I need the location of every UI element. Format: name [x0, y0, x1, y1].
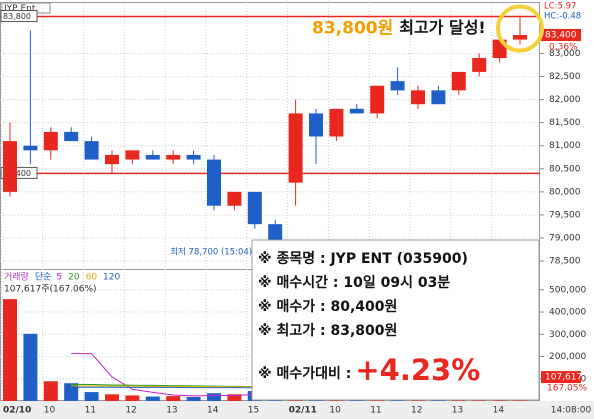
volume-bar [84, 392, 99, 401]
candle-body [207, 159, 221, 206]
last-volume-box [541, 371, 581, 384]
candle-body [431, 90, 446, 105]
candle-body [370, 85, 385, 114]
volume-bar [23, 333, 38, 401]
volume-bar [227, 394, 242, 401]
reference-label: 83,800 [3, 12, 31, 21]
legend-entry: 60 [86, 273, 98, 283]
y-tick-label: 80,500 [549, 164, 581, 174]
candle-body [23, 145, 38, 151]
popup-box [251, 239, 540, 401]
candle-body [227, 191, 242, 206]
x-tick-label: 11 [370, 406, 381, 416]
y-tick-label: 82,000 [549, 95, 581, 105]
highlight-text: 최고가 달성! [399, 18, 485, 37]
popup-line: ※ 매수가 : 80,400원 [258, 299, 397, 315]
candle-body [349, 108, 364, 114]
candle-body [84, 141, 99, 160]
candle-body [329, 108, 344, 137]
candle-body [390, 81, 405, 91]
candle-body [186, 154, 201, 160]
volume-bar [186, 396, 201, 401]
popup-ratio-label: ※ 매수가대비 : [258, 366, 351, 382]
x-tick-label: 12 [125, 406, 136, 416]
y-tick-label: 82,500 [549, 72, 581, 82]
popup-ratio-value: +4.23% [355, 353, 480, 387]
candle-body [64, 131, 79, 142]
y-tick-label: 81,500 [549, 118, 581, 128]
x-tick-label: 12 [411, 406, 422, 416]
volume-bar [207, 393, 221, 401]
candle-body [513, 34, 527, 40]
last-change: 0.36% [549, 42, 578, 52]
ma-label: 단순 [35, 272, 52, 283]
y-tick-label: 200,000 [549, 352, 586, 362]
volume-bar [125, 395, 140, 401]
low-annotation: 최저 78,700 (15:04) [170, 246, 252, 257]
candle-body [268, 224, 283, 243]
y-tick-label: 79,000 [549, 234, 581, 244]
popup-line: ※ 최고가 : 83,800원 [258, 323, 397, 339]
highlight-circle [496, 4, 544, 53]
hc-label: HC:-0.48 [544, 12, 581, 22]
lc-label: LC:5.97 [544, 2, 576, 12]
volume-bar [166, 396, 181, 401]
x-tick-label: 13 [452, 406, 463, 416]
candle-body [247, 191, 262, 225]
x-tick-label: 02/11 [289, 406, 317, 416]
y-tick-label: 78,500 [549, 257, 581, 267]
x-tick-label: 13 [166, 406, 177, 416]
legend-entry: 5 [56, 273, 62, 283]
x-tick-label: 10 [44, 406, 56, 416]
y-tick-label: 79,500 [549, 210, 581, 220]
volume-bar [145, 396, 160, 401]
volume-bar [43, 381, 58, 401]
y-tick-label: 400,000 [549, 308, 586, 318]
volume-title: 거래량 [4, 271, 29, 283]
candle-body [309, 113, 323, 137]
last-price-box [541, 28, 581, 41]
last-price-label: 83,400 [545, 30, 577, 40]
candle-body [411, 90, 425, 105]
y-tick-label: 300,000 [549, 330, 586, 340]
x-tick-label: 11 [85, 406, 96, 416]
x-tick-label: 14 [207, 406, 219, 416]
volume-summary: 107,617주(167.06%) [4, 284, 97, 295]
x-tick-label: 02/10 [3, 406, 31, 416]
y-tick-label: 80,000 [549, 187, 581, 197]
candle-body [145, 154, 160, 160]
y-tick-label: 83,000 [549, 49, 581, 59]
x-axis-strip [0, 401, 594, 419]
candle-body [472, 58, 487, 72]
symbol: JYP Ent. [3, 4, 38, 14]
candle-body [105, 154, 119, 165]
x-tick-label: 15 [248, 406, 259, 416]
popup-line: ※ 매수시간 : 10일 09시 03분 [258, 274, 450, 291]
highlight-price: 83,800원 [312, 19, 393, 39]
volume-bar [3, 299, 17, 401]
candle-body [451, 71, 466, 91]
candle-body [125, 150, 140, 160]
volume-bar [105, 394, 119, 401]
last-volume-label: 107,617 [545, 373, 582, 383]
reference-label-box [0, 166, 38, 179]
candle-body [166, 154, 181, 160]
time-label: 14:08:00 [551, 406, 592, 416]
legend-entry: 120 [103, 273, 120, 283]
last-volume-ratio: 167.05% [547, 384, 587, 394]
x-tick-label: 10 [329, 406, 341, 416]
candle-body [288, 113, 303, 183]
y-tick-label: 81,000 [549, 141, 581, 151]
legend-entry: 20 [68, 273, 80, 283]
y-tick-label: 500,000 [549, 285, 586, 295]
candle-body [43, 131, 58, 151]
candle-body [3, 141, 17, 192]
x-tick-label: 14 [493, 406, 505, 416]
popup-line: ※ 종목명 : JYP ENT (035900) [258, 250, 468, 267]
reference-label-box [0, 10, 38, 23]
